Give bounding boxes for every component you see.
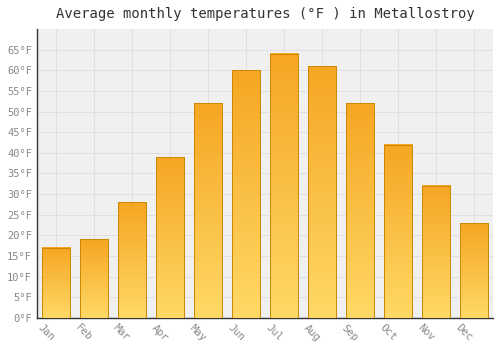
Bar — [460, 223, 488, 318]
Bar — [118, 202, 146, 318]
Bar — [384, 145, 412, 318]
Bar — [346, 103, 374, 318]
Bar — [80, 239, 108, 318]
Title: Average monthly temperatures (°F ) in Metallostroy: Average monthly temperatures (°F ) in Me… — [56, 7, 474, 21]
Bar — [42, 248, 70, 318]
Bar — [194, 103, 222, 318]
Bar — [422, 186, 450, 318]
Bar — [232, 70, 260, 318]
Bar — [156, 157, 184, 318]
Bar — [270, 54, 298, 318]
Bar — [308, 66, 336, 318]
